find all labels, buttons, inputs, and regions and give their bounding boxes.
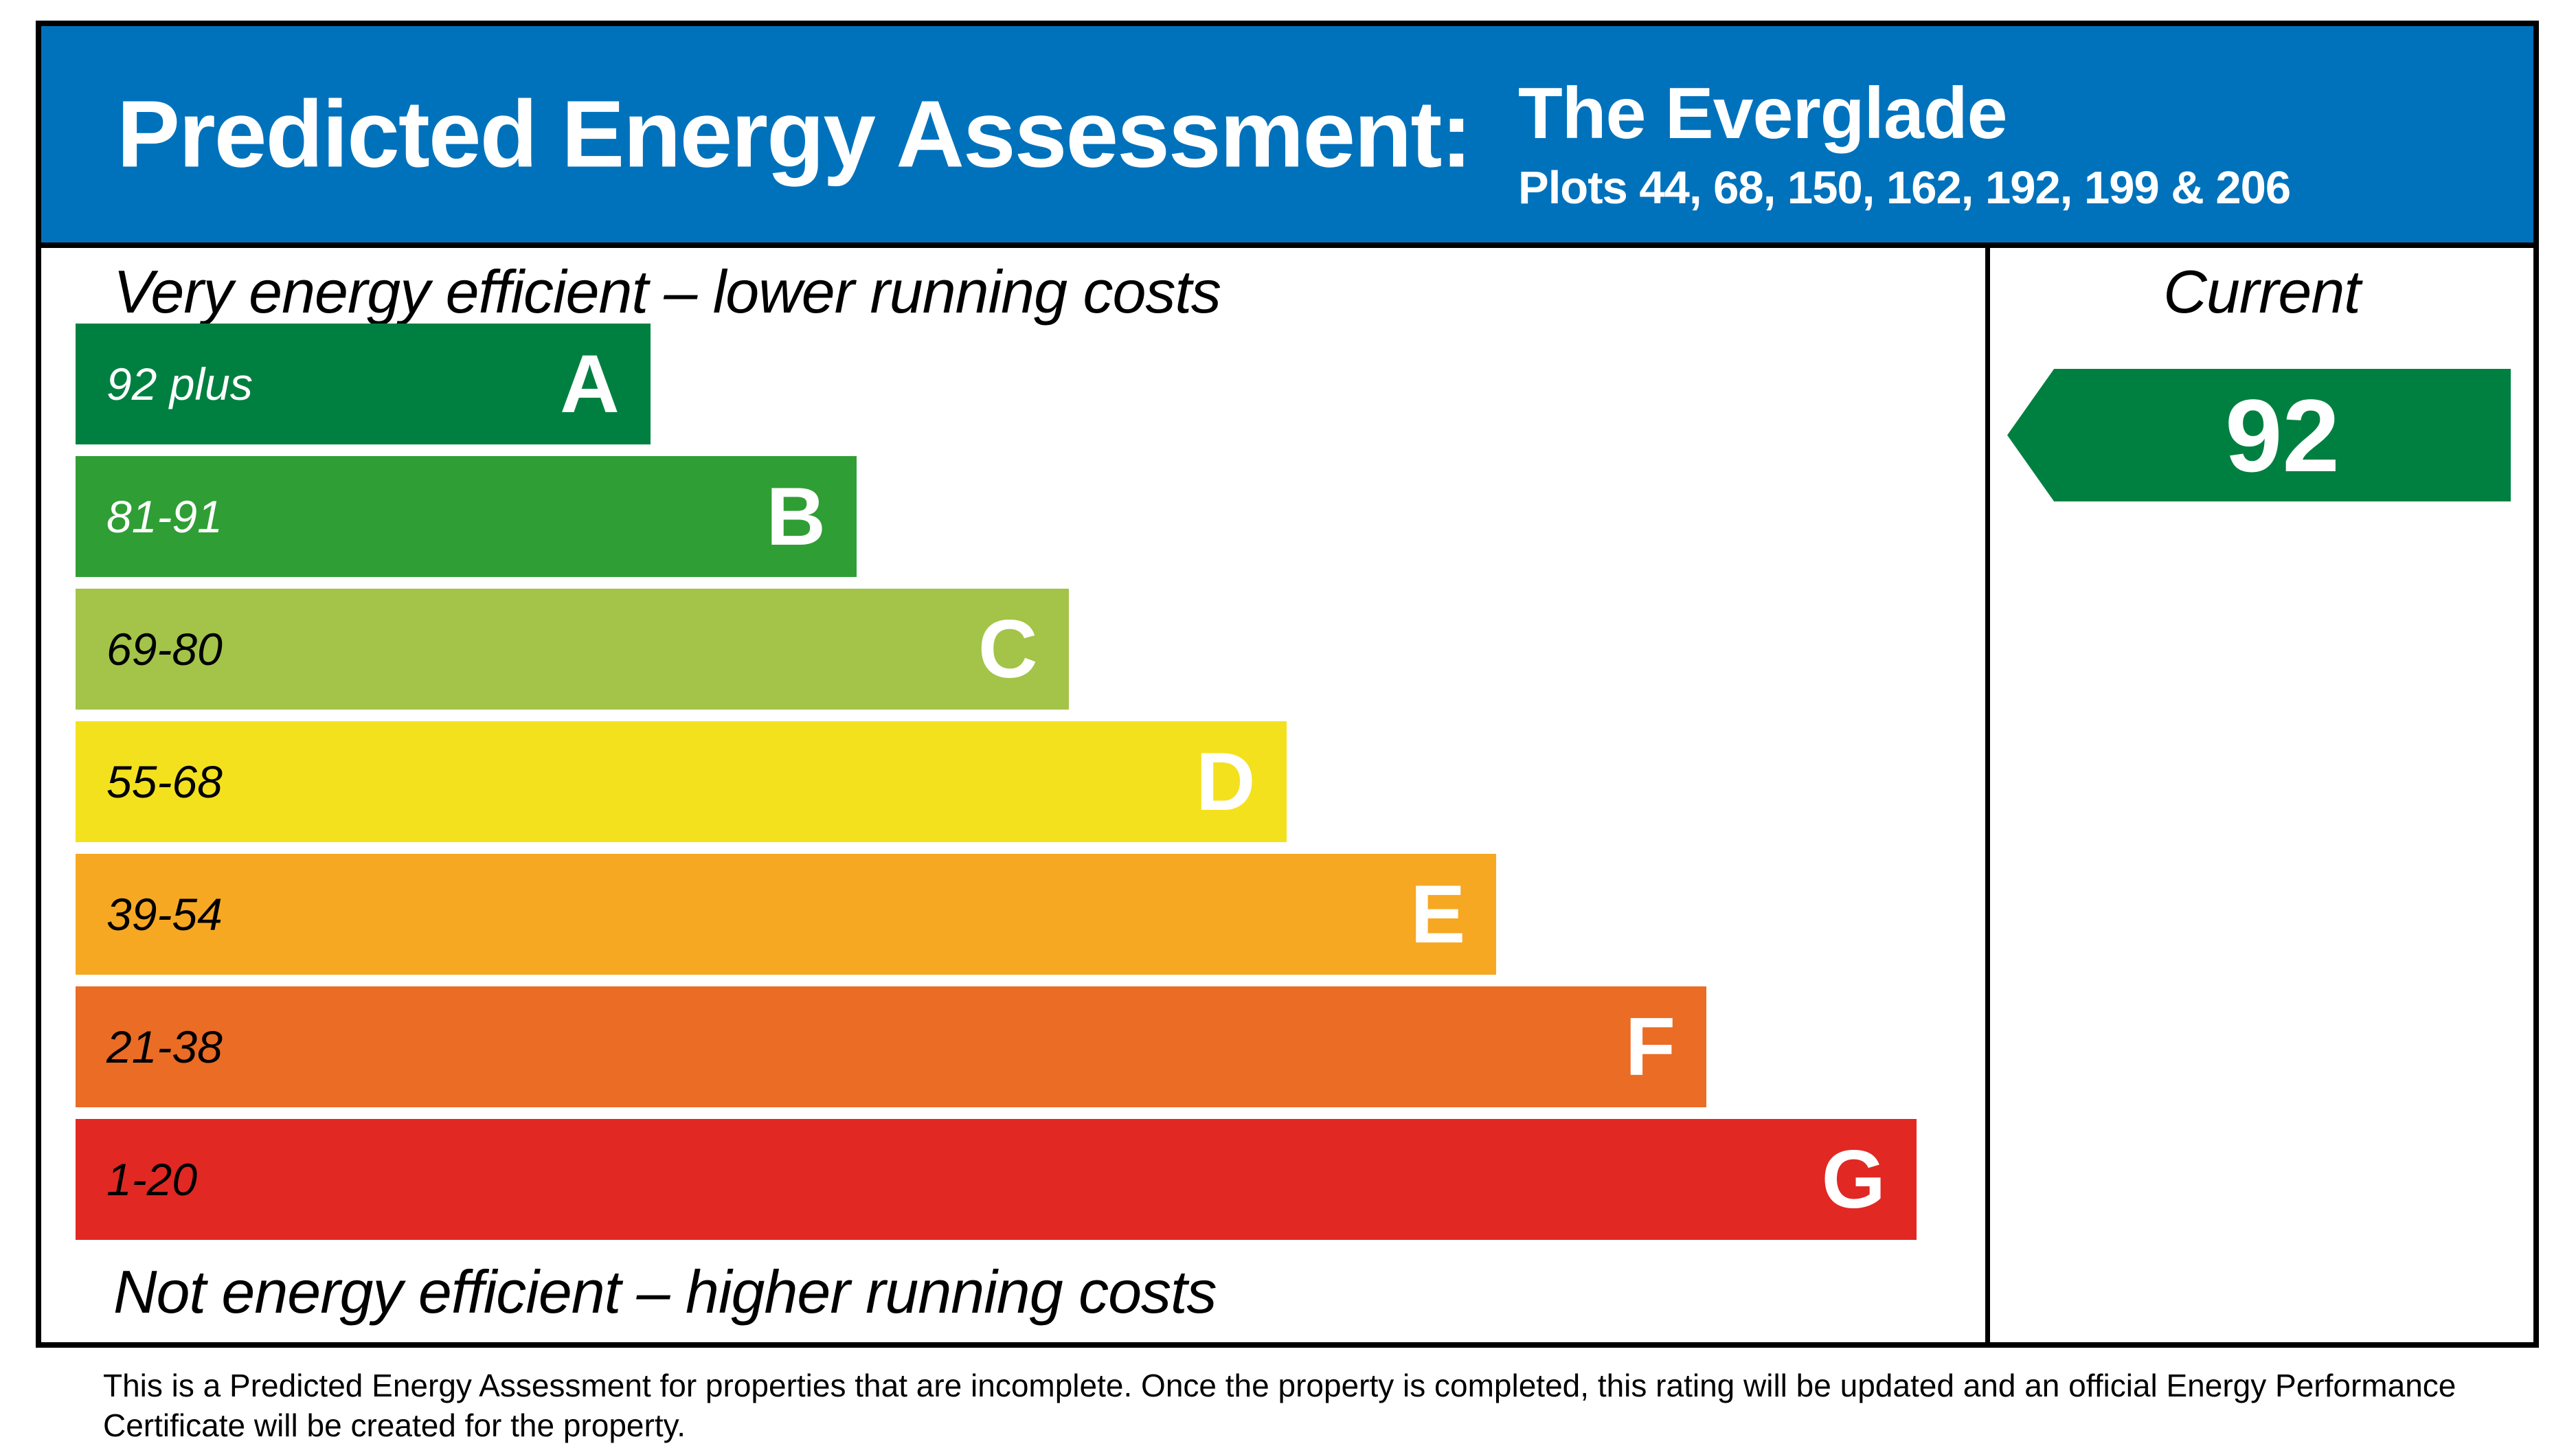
band-range-label: 69-80	[106, 624, 223, 675]
band-letter: B	[766, 471, 826, 563]
band-range-label: 39-54	[106, 889, 223, 940]
epc-band-chart: 92 plus A 81-91 B 69-80 C 55-68 D 39-54 …	[76, 324, 1985, 1252]
current-rating-value: 92	[2225, 377, 2340, 493]
certificate-box: Predicted Energy Assessment: The Evergla…	[36, 21, 2539, 1348]
property-info: The Everglade Plots 44, 68, 150, 162, 19…	[1518, 73, 2291, 214]
band-row-d: 55-68 D	[76, 721, 1287, 842]
band-letter: F	[1625, 1001, 1676, 1093]
current-rating-arrow: 92	[2007, 369, 2511, 501]
property-name: The Everglade	[1518, 73, 2008, 154]
band-row-c: 69-80 C	[76, 589, 1069, 710]
band-letter: E	[1410, 868, 1466, 960]
caption-very-efficient: Very energy efficient – lower running co…	[113, 258, 1221, 326]
property-plots: Plots 44, 68, 150, 162, 192, 199 & 206	[1518, 162, 2291, 214]
band-letter: G	[1821, 1133, 1886, 1225]
band-range-label: 55-68	[106, 756, 223, 807]
band-range-label: 81-91	[106, 491, 223, 542]
page-title: Predicted Energy Assessment:	[117, 81, 1472, 187]
band-row-e: 39-54 E	[76, 854, 1497, 975]
band-row-g: 1-20 G	[76, 1119, 1917, 1240]
band-row-b: 81-91 B	[76, 456, 857, 577]
current-rating-column: Current 92	[1990, 248, 2533, 1342]
caption-not-efficient: Not energy efficient – higher running co…	[113, 1258, 1217, 1326]
column-divider	[1985, 248, 1990, 1342]
band-letter: A	[560, 338, 620, 430]
band-range-label: 92 plus	[106, 359, 253, 409]
current-column-header: Current	[2163, 258, 2360, 326]
band-row-a: 92 plus A	[76, 324, 651, 444]
band-row-f: 21-38 F	[76, 986, 1707, 1107]
header-bar: Predicted Energy Assessment: The Evergla…	[41, 26, 2533, 248]
band-letter: C	[978, 603, 1038, 695]
band-range-label: 1-20	[106, 1154, 198, 1205]
band-letter: D	[1195, 736, 1256, 828]
band-range-label: 21-38	[106, 1021, 223, 1072]
footer-note: This is a Predicted Energy Assessment fo…	[103, 1368, 2456, 1444]
